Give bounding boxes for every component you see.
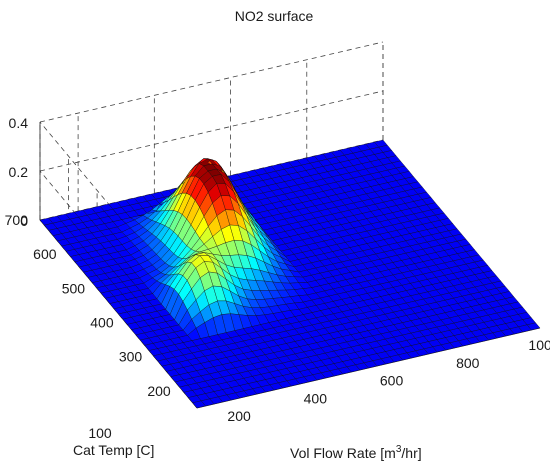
x-axis-label-main: Vol Flow Rate [m	[290, 445, 396, 461]
z-tick-label: 0.2	[9, 164, 29, 180]
no2-tick-labels: 0 0.2 0.4	[9, 115, 29, 229]
x-tick-label: 800	[456, 355, 480, 371]
y-tick-label: 400	[90, 315, 114, 331]
chart-title: NO2 surface	[235, 8, 314, 24]
back-wall-z-gridline	[39, 41, 384, 123]
x-tick-label: 400	[304, 390, 328, 406]
back-wall-z-gridline	[39, 90, 384, 172]
y-tick-label: 200	[147, 383, 171, 399]
x-tick-label: 200	[227, 408, 251, 424]
y-tick-label: 300	[119, 349, 143, 365]
x-corner-tick-label: 100	[88, 425, 112, 441]
x-axis-label: Vol Flow Rate [m3/hr]	[290, 444, 422, 461]
y-axis-label: Cat Temp [C]	[73, 442, 154, 458]
z-tick-label: 0	[20, 213, 28, 229]
surface-mesh	[39, 139, 541, 409]
y-tick-label: 700	[5, 212, 29, 228]
z-tick-label: 0.4	[9, 115, 29, 131]
x-axis-label-tail: /hr]	[401, 445, 421, 461]
y-tick-label: 600	[33, 246, 57, 262]
x-tick-label: 600	[380, 373, 404, 389]
y-tick-label: 500	[62, 280, 86, 296]
cat-temp-tick-labels: 200 300 400 500 600 700	[5, 212, 171, 399]
x-axis-label-sup: 3	[396, 444, 402, 455]
surface-cell	[526, 322, 541, 331]
